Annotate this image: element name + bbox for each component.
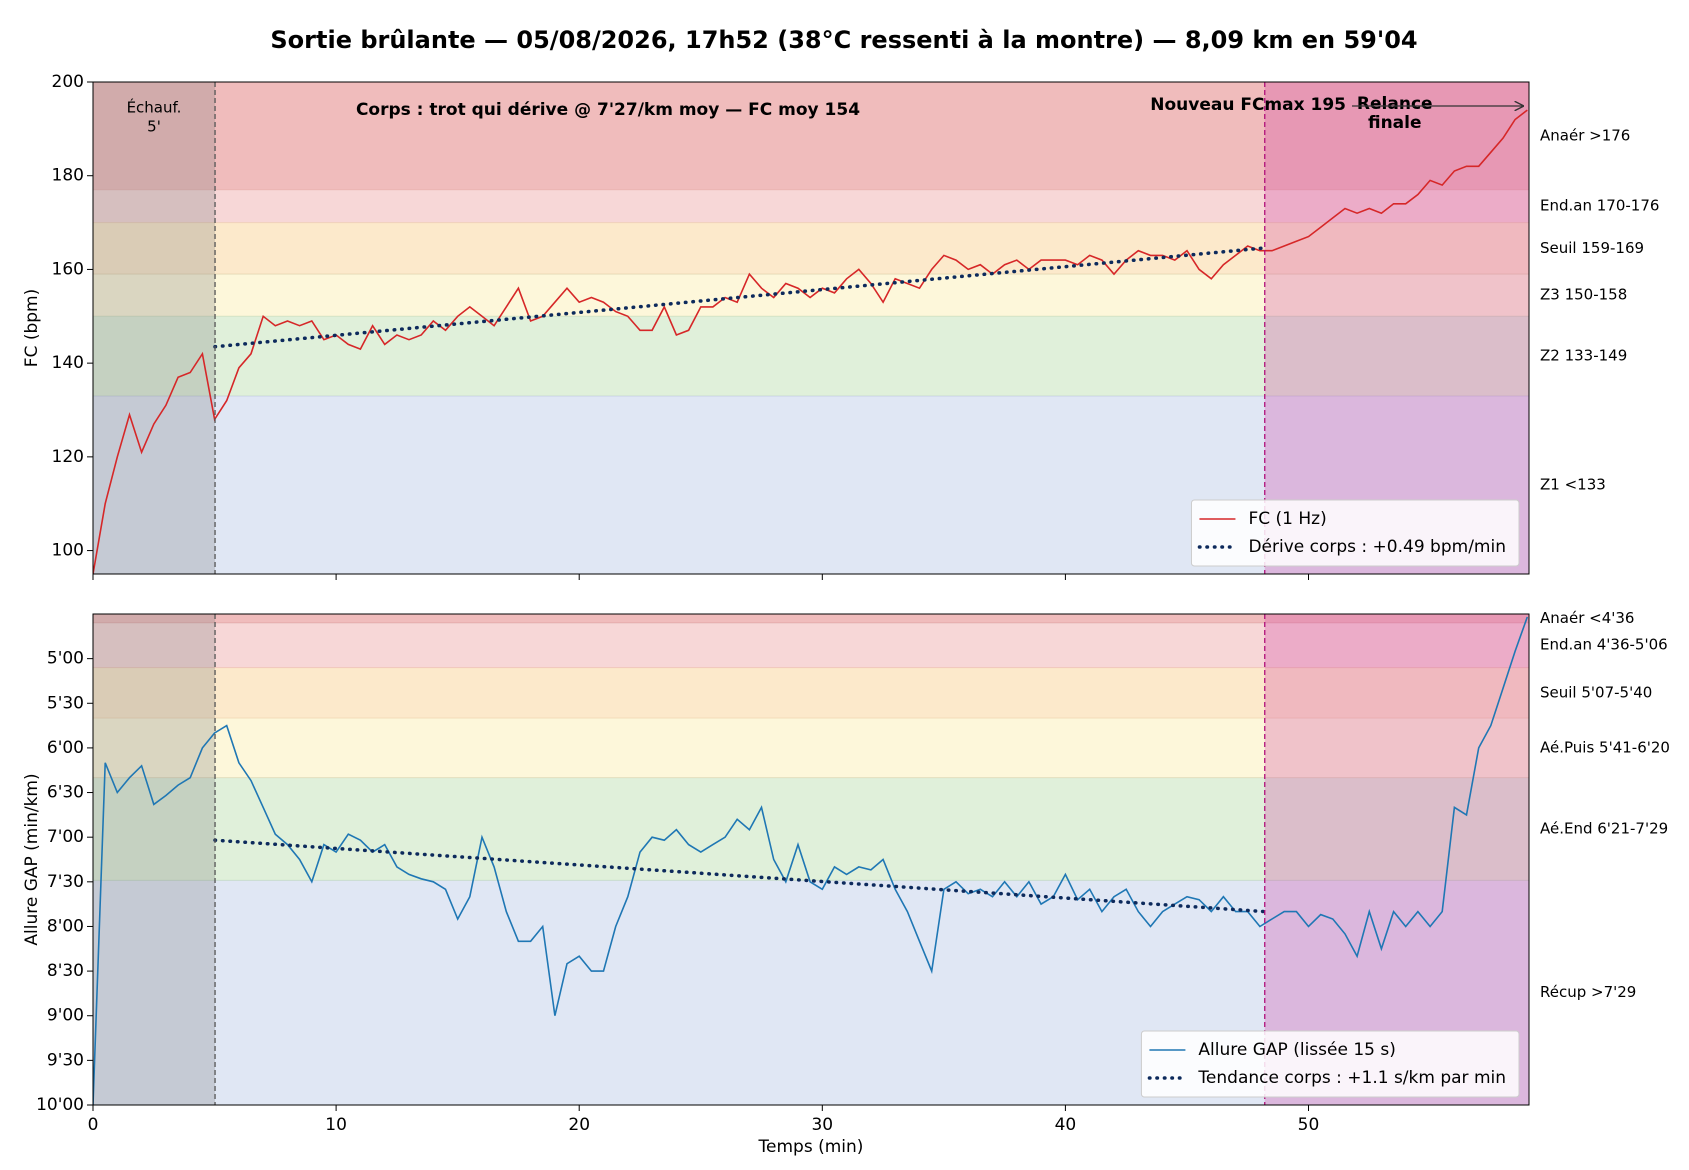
zone-band (93, 614, 1529, 623)
x-tick-label: 50 (1298, 1115, 1320, 1135)
zone-band (93, 622, 1529, 668)
y-tick-label: 8'30 (47, 961, 84, 981)
zone-label: Aé.End 6'21-7'29 (1540, 819, 1668, 837)
y-tick-label: 6'30 (47, 783, 84, 803)
y-tick-label: 140 (52, 353, 84, 373)
zone-label: Z1 <133 (1540, 475, 1606, 493)
legend: Allure GAP (lissée 15 s) Tendance corps :… (1140, 1030, 1520, 1098)
region-label: Relance (1357, 94, 1433, 114)
zone-label: Anaér >176 (1540, 126, 1630, 144)
zone-label: Anaér <4'36 (1540, 609, 1634, 627)
zone-band (93, 777, 1529, 881)
legend: FC (1 Hz) Dérive corps : +0.49 bpm/min (1190, 499, 1520, 567)
annotation: Corps : trot qui dérive @ 7'27/km moy — … (356, 100, 860, 120)
legend-label: Dérive corps : +0.49 bpm/min (1248, 537, 1506, 557)
region-label: finale (1368, 113, 1422, 133)
zone-label: Aé.Puis 5'41-6'20 (1540, 738, 1670, 756)
zone-label: Z3 150-158 (1540, 286, 1627, 304)
zone-label: End.an 170-176 (1540, 197, 1659, 215)
y-tick-label: 6'00 (47, 738, 84, 758)
zone-band (93, 316, 1529, 396)
y-tick-label: 9'00 (47, 1006, 84, 1026)
axes-frame (92, 81, 1530, 575)
zone-band (93, 189, 1529, 223)
annotation: Nouveau FCmax 195 (1150, 95, 1346, 115)
legend-label: FC (1 Hz) (1248, 509, 1326, 529)
trend-line (213, 246, 1267, 349)
zone-band (93, 718, 1529, 778)
zone-band (93, 222, 1529, 275)
legend-label: Allure GAP (lissée 15 s) (1198, 1040, 1395, 1060)
zone-label: Z2 133-149 (1540, 347, 1627, 365)
y-tick-label: 10'00 (36, 1095, 84, 1115)
region-shade (1264, 614, 1529, 1105)
x-tick-label: 0 (88, 1115, 99, 1135)
data-line (93, 109, 1528, 574)
x-tick-label: 30 (811, 1115, 833, 1135)
y-tick-label: 9'30 (47, 1050, 84, 1070)
y-axis-label: FC (bpm) (22, 289, 42, 367)
region-shade (1264, 82, 1529, 574)
zone-band (93, 82, 1529, 190)
data-line (93, 616, 1529, 1105)
region-label: Échauf. (127, 98, 182, 117)
axes-frame (92, 613, 1530, 1106)
region-shade (93, 614, 216, 1105)
region-shade (93, 82, 216, 574)
region-label: 5' (147, 118, 161, 136)
y-tick-label: 180 (52, 166, 84, 186)
zone-band (93, 667, 1529, 719)
legend-box (1190, 499, 1520, 567)
x-tick-label: 40 (1055, 1115, 1077, 1135)
zone-band (93, 274, 1529, 317)
x-axis-label: Temps (min) (758, 1137, 864, 1157)
y-tick-label: 5'30 (47, 693, 84, 713)
y-tick-label: 7'00 (47, 827, 84, 847)
y-tick-label: 8'00 (47, 916, 84, 936)
x-tick-label: 20 (568, 1115, 590, 1135)
chart-title: Sortie brûlante — 05/08/2026, 17h52 (38°… (270, 26, 1417, 54)
y-tick-label: 120 (52, 447, 84, 467)
zone-label: Seuil 159-169 (1540, 239, 1644, 257)
y-axis-label: Allure GAP (min/km) (22, 773, 42, 945)
x-tick-label: 10 (325, 1115, 347, 1135)
zone-label: Récup >7'29 (1540, 983, 1636, 1001)
legend-label: Tendance corps : +1.1 s/km par min (1197, 1068, 1506, 1088)
y-tick-label: 5'00 (47, 649, 84, 669)
y-tick-label: 160 (52, 259, 84, 279)
zone-label: Seuil 5'07-5'40 (1540, 683, 1652, 701)
y-tick-label: 200 (52, 72, 84, 92)
trend-line (213, 838, 1267, 914)
y-tick-label: 100 (52, 541, 84, 561)
legend-box (1140, 1030, 1520, 1098)
y-tick-label: 7'30 (47, 872, 84, 892)
zone-label: End.an 4'36-5'06 (1540, 636, 1668, 654)
